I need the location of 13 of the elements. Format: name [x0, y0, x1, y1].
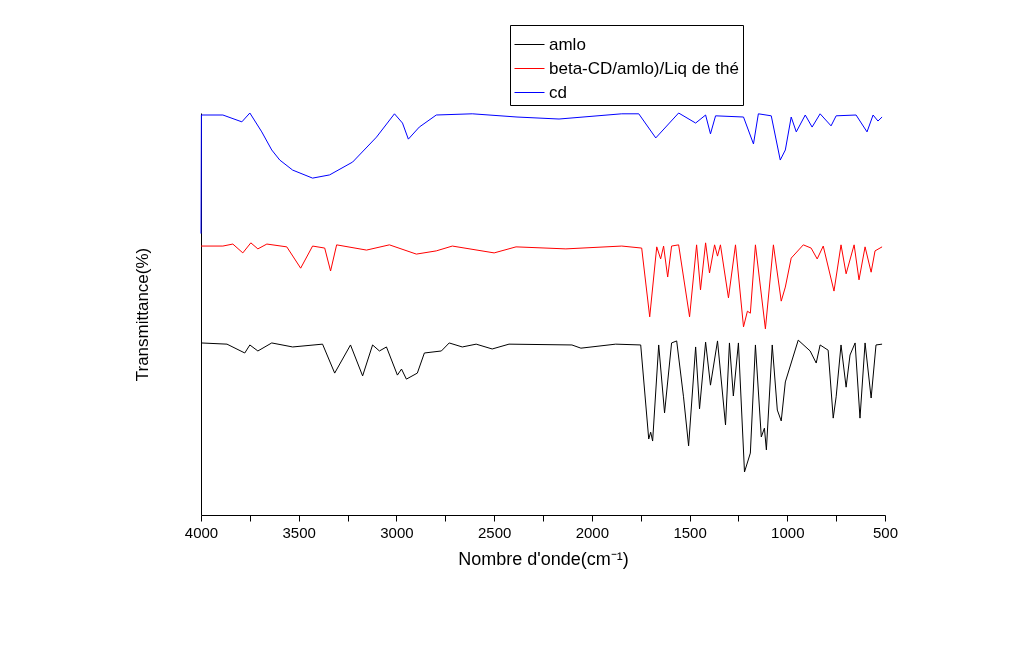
- legend-label: beta-CD/amlo)/Liq de thé: [549, 58, 739, 78]
- y-axis-title: Transmittance(%): [132, 247, 152, 382]
- legend-label: cd: [549, 82, 567, 102]
- x-tick-label: 2000: [575, 523, 610, 541]
- x-tick-label: 3000: [380, 523, 414, 541]
- x-axis-title: Nombre d'onde(cm⁻¹): [458, 548, 629, 569]
- x-tick-label: 2500: [477, 523, 512, 541]
- x-tick-label: 500: [872, 523, 899, 541]
- x-tick-label: 4000: [184, 523, 219, 541]
- x-tick-label: 1500: [673, 523, 707, 541]
- x-tick-label: 3500: [282, 523, 316, 541]
- x-tick-label: 1000: [771, 523, 805, 541]
- legend-label: amlo: [549, 34, 586, 54]
